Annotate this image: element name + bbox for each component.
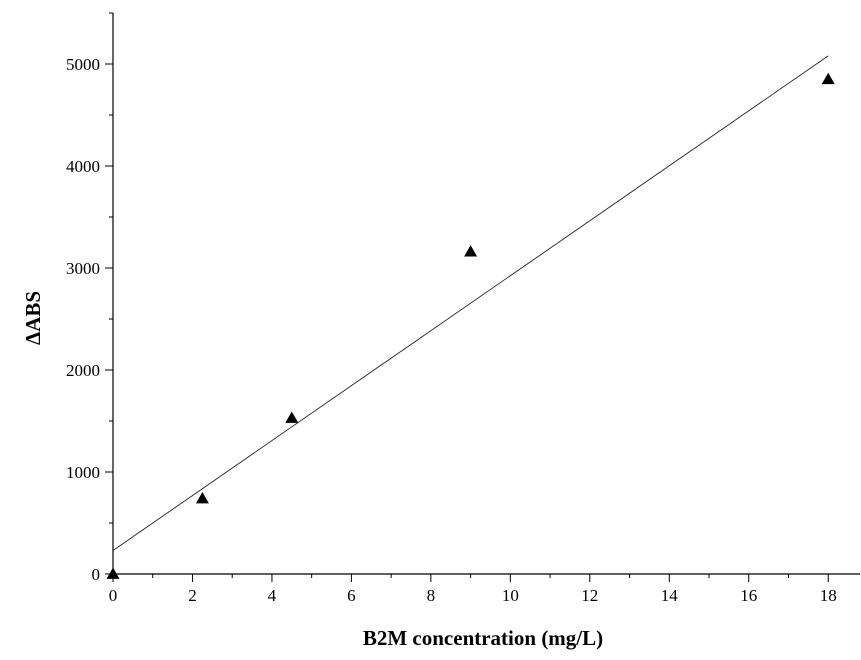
y-tick-label: 4000: [66, 157, 100, 176]
y-tick-label: 1000: [66, 463, 100, 482]
data-point: [821, 72, 835, 85]
x-axis-title: B2M concentration (mg/L): [363, 626, 603, 650]
x-axis: 0 2 4 6 8 10 12 14 16 18: [109, 573, 860, 605]
x-tick-label: 18: [820, 586, 837, 605]
y-tick-label: 0: [92, 565, 101, 584]
x-tick-label: 8: [427, 586, 436, 605]
x-tick-label: 4: [268, 586, 277, 605]
x-tick-label: 0: [109, 586, 118, 605]
y-axis-title: ΔABS: [21, 291, 45, 345]
data-point: [285, 411, 299, 423]
y-tick-label: 3000: [66, 259, 100, 278]
data-point: [464, 245, 478, 257]
x-tick-label: 10: [502, 586, 519, 605]
regression-line: [112, 55, 829, 551]
x-tick-label: 12: [581, 586, 598, 605]
x-tick-label: 16: [740, 586, 757, 605]
data-point: [106, 567, 120, 579]
y-axis: 0 1000 2000 3000 4000 5000: [66, 12, 114, 584]
x-tick-label: 6: [347, 586, 356, 605]
y-tick-label: 2000: [66, 361, 100, 380]
data-point: [195, 492, 209, 504]
x-tick-label: 14: [661, 586, 679, 605]
data-points-layer: [106, 72, 835, 579]
regression-line-layer: [112, 55, 829, 551]
x-tick-label: 2: [188, 586, 197, 605]
y-tick-label: 5000: [66, 55, 100, 74]
